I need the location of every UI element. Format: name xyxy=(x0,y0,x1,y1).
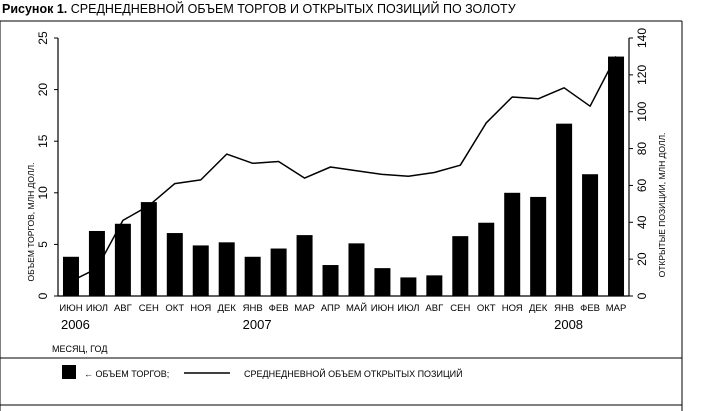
bar xyxy=(244,256,261,296)
category-label: МАЙ xyxy=(346,302,367,314)
bar xyxy=(530,196,547,296)
category-label: ИЮЛ xyxy=(86,303,108,314)
year-label: 2007 xyxy=(243,317,272,332)
left-tick-label: 5 xyxy=(36,241,50,248)
right-tick-label: 40 xyxy=(635,215,649,229)
bar xyxy=(348,243,365,296)
right-tick-label: 80 xyxy=(635,142,649,156)
category-label: МАР xyxy=(606,303,627,314)
axes-group: 0 5 10 15 20 25 0 20 40 60 80 100 120 140 xyxy=(36,28,649,300)
category-label: ОКТ xyxy=(165,303,184,314)
figure-title: СРЕДНЕДНЕВНОЙ ОБЪЕМ ТОРГОВ И ОТКРЫТЫХ ПО… xyxy=(70,2,516,16)
left-tick-label: 0 xyxy=(36,292,50,299)
x-axis-title: МЕСЯЦ, ГОД xyxy=(52,344,107,354)
bar xyxy=(114,223,131,296)
right-tick-label: 0 xyxy=(635,292,649,299)
bar xyxy=(322,265,339,296)
bar xyxy=(452,236,469,296)
year-label: 2008 xyxy=(554,317,583,332)
bar xyxy=(400,277,417,296)
right-tick-label: 120 xyxy=(635,65,649,85)
bar xyxy=(582,174,599,296)
legend-bar-swatch xyxy=(62,365,76,379)
left-tick-label: 20 xyxy=(36,83,50,97)
category-label: АПР xyxy=(321,303,340,314)
bar xyxy=(88,230,105,296)
category-label: ИЮН xyxy=(371,303,394,314)
category-label: ИЮЛ xyxy=(397,303,419,314)
category-label: МАР xyxy=(294,303,315,314)
bar xyxy=(270,248,287,296)
category-label: НОЯ xyxy=(190,303,211,314)
left-axis-title: ОБЪЕМ ТОРГОВ, МЛН ДОЛЛ. xyxy=(26,163,36,282)
category-label: ФЕВ xyxy=(580,303,600,314)
bar xyxy=(478,222,495,296)
labels-group: ОБЪЕМ ТОРГОВ, МЛН ДОЛЛ. ОТКРЫТЫЕ ПОЗИЦИИ,… xyxy=(26,133,667,354)
chart-title: Рисунок 1. СРЕДНЕДНЕВНОЙ ОБЪЕМ ТОРГОВ И … xyxy=(2,2,516,16)
category-label: СЕН xyxy=(139,303,159,314)
category-label: ЯНВ xyxy=(554,303,574,314)
category-label: ЯНВ xyxy=(243,303,263,314)
line-group xyxy=(70,56,617,282)
bar xyxy=(296,235,313,296)
category-label: АВГ xyxy=(114,303,132,314)
bar xyxy=(166,233,183,296)
bar xyxy=(608,56,625,296)
bar xyxy=(218,242,235,296)
legend: ← ОБЪЕМ ТОРГОВ; СРЕДНЕДНЕВНОЙ ОБЪЕМ ОТКРЫ… xyxy=(62,365,463,379)
bar xyxy=(140,202,157,296)
bars-group xyxy=(62,56,625,296)
category-label: ДЕК xyxy=(529,303,548,314)
bar xyxy=(426,275,443,296)
legend-line-label: СРЕДНЕДНЕВНОЙ ОБЪЕМ ОТКРЫТЫХ ПОЗИЦИЙ xyxy=(244,368,463,379)
chart-frame xyxy=(0,20,683,411)
year-label: 2006 xyxy=(61,317,90,332)
series-line xyxy=(70,56,617,282)
category-label: СЕН xyxy=(450,303,470,314)
right-tick-label: 100 xyxy=(635,101,649,121)
bar xyxy=(62,256,79,296)
left-tick-label: 15 xyxy=(36,134,50,148)
category-label: ОКТ xyxy=(477,303,496,314)
category-label: АВГ xyxy=(425,303,443,314)
left-tick-label: 25 xyxy=(36,31,50,45)
category-label: ДЕК xyxy=(218,303,237,314)
right-axis-title: ОТКРЫТЫЕ ПОЗИЦИИ, МЛН ДОЛЛ. xyxy=(657,133,667,278)
category-label: ИЮН xyxy=(59,303,82,314)
right-tick-label: 60 xyxy=(635,178,649,192)
bar xyxy=(374,268,391,296)
right-tick-label: 20 xyxy=(635,252,649,266)
bar xyxy=(504,192,521,296)
category-label: НОЯ xyxy=(502,303,523,314)
right-tick-label: 140 xyxy=(635,28,649,48)
legend-bar-label: ← ОБЪЕМ ТОРГОВ; xyxy=(84,369,169,379)
category-label: ФЕВ xyxy=(269,303,289,314)
figure-label: Рисунок 1. xyxy=(2,2,68,16)
left-tick-label: 10 xyxy=(36,186,50,200)
bar xyxy=(192,245,209,296)
bar xyxy=(556,123,573,296)
